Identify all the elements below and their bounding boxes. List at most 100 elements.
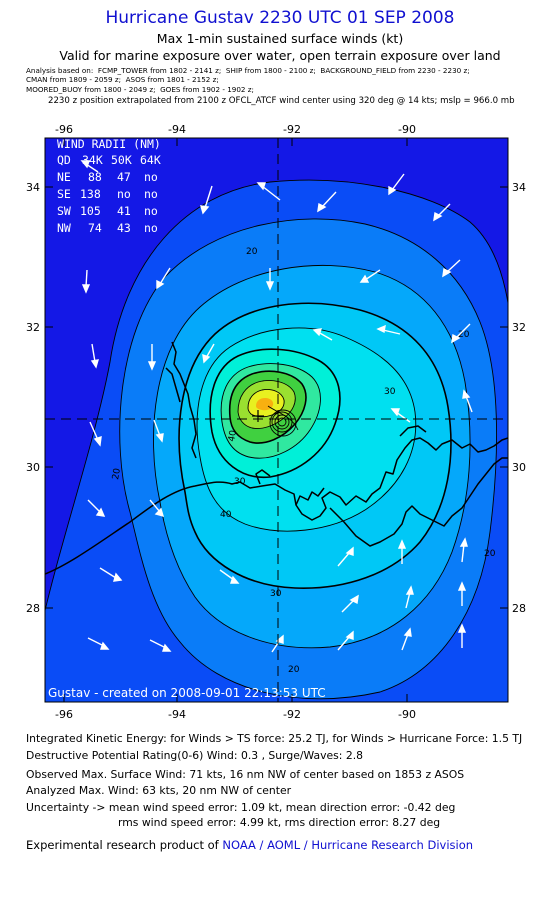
analysis-sources: Analysis based on: FCMP_TOWER from 1802 …: [26, 66, 470, 94]
wind-radii-cell: 74: [88, 221, 102, 235]
contour-label: 40: [220, 510, 232, 520]
wind-radii-cell: NW: [57, 221, 71, 235]
lat-label-left-30: 30: [26, 461, 40, 474]
wind-arrow: [147, 344, 157, 371]
position-note: 2230 z position extrapolated from 2100 z…: [48, 96, 515, 106]
contour-label: 20: [458, 330, 470, 340]
lon-label-top-92: -92: [283, 123, 301, 136]
wind-arrow: [89, 421, 102, 447]
wind-radii-cell: no: [144, 204, 158, 218]
subtitle-units: Max 1-min sustained surface winds (kt): [156, 31, 404, 46]
contour-label: 20: [246, 247, 258, 257]
credit-prefix: Experimental research product of: [26, 838, 219, 852]
wind-arrow: [442, 259, 461, 278]
created-stamp: Gustav - created on 2008-09-01 22:13:53 …: [48, 686, 326, 700]
lat-label-left-28: 28: [26, 602, 40, 615]
lat-label-right-32: 32: [512, 321, 526, 334]
wind-arrow: [433, 203, 451, 222]
wind-radii-cell: no: [117, 187, 131, 201]
wind-field-map: -96 -94 -92 -90 -96 -94 -92 -90 34 32 30…: [26, 123, 526, 721]
ike-line: Integrated Kinetic Energy: for Winds > T…: [26, 732, 523, 745]
uncertainty-line-2: rms wind speed error: 4.99 kt, rms direc…: [118, 816, 441, 829]
wind-arrow: [337, 546, 354, 567]
wind-radii-header: QD: [57, 153, 71, 167]
coastline: [45, 341, 508, 575]
wind-arrow: [405, 585, 414, 609]
lon-label-bottom-90: -90: [398, 708, 416, 721]
wind-arrow: [219, 569, 240, 584]
observed-max-line: Observed Max. Surface Wind: 71 kts, 16 n…: [26, 768, 465, 781]
lon-label-top-96: -96: [55, 123, 73, 136]
wind-arrow: [149, 639, 172, 652]
lon-label-bottom-92: -92: [283, 708, 301, 721]
wind-arrow: [337, 630, 354, 651]
dpr-line: Destructive Potential Rating(0-6) Wind: …: [26, 749, 364, 762]
storm-center-icon: [252, 410, 264, 422]
contour-label: 30: [270, 589, 282, 599]
lon-label-top-90: -90: [398, 123, 416, 136]
wind-radii-cell: 47: [117, 170, 131, 184]
wind-arrow: [80, 160, 99, 173]
wind-arrow: [359, 269, 381, 283]
wind-arrow: [149, 499, 165, 518]
lon-label-bottom-96: -96: [55, 708, 73, 721]
lat-label-right-28: 28: [512, 602, 526, 615]
wind-arrow: [388, 173, 405, 196]
wind-arrow: [200, 185, 213, 215]
analysis-line-1: Analysis based on: FCMP_TOWER from 1802 …: [26, 66, 470, 75]
wind-radii-title: WIND RADII (NM): [57, 137, 161, 151]
wind-radii-cell: NE: [57, 170, 71, 184]
wind-radii-cell: no: [144, 221, 158, 235]
wind-arrow: [451, 323, 471, 344]
contour-label: 30: [384, 387, 396, 397]
wind-arrow: [81, 269, 91, 294]
wind-radii-cell: 88: [88, 170, 102, 184]
analysis-line-3: MOORED_BUOY from 1800 - 2049 z; GOES fro…: [26, 84, 254, 94]
page-title: Hurricane Gustav 2230 UTC 01 SEP 2008: [105, 8, 455, 28]
lon-label-top-94: -94: [168, 123, 186, 136]
wind-arrow: [156, 267, 171, 290]
wind-arrow: [256, 182, 281, 201]
wind-arrow: [376, 324, 401, 335]
wind-arrow: [87, 637, 110, 650]
contour-label: 20: [484, 549, 496, 559]
lat-label-right-34: 34: [512, 181, 526, 194]
wind-arrow: [153, 419, 164, 443]
wind-arrow: [397, 539, 407, 564]
wind-vectors: [80, 160, 473, 653]
wind-arrow: [99, 567, 123, 582]
wind-radii-cell: 138: [80, 187, 101, 201]
wind-radii-header: 64K: [140, 153, 161, 167]
wind-radii-cell: no: [144, 170, 158, 184]
wind-arrow: [312, 328, 333, 341]
wind-arrow: [90, 343, 99, 369]
contour-label: 20: [111, 467, 123, 480]
contour-label: 20: [288, 665, 300, 675]
map-frame: [44, 137, 509, 703]
wind-arrow: [87, 499, 106, 517]
contour-label: 40: [227, 429, 239, 442]
hrd-link[interactable]: NOAA / AOML / Hurricane Research Divisio…: [222, 838, 474, 852]
wind-arrow: [401, 627, 412, 651]
wind-arrow: [462, 389, 473, 413]
wind-radii-cell: 41: [117, 204, 131, 218]
lat-label-left-32: 32: [26, 321, 40, 334]
wind-radii-cell: SW: [57, 204, 71, 218]
wind-radii-cell: 43: [117, 221, 131, 235]
wind-arrow: [341, 594, 359, 613]
credit-line: Experimental research product of NOAA / …: [26, 838, 473, 852]
analyzed-max-line: Analyzed Max. Wind: 63 kts, 20 nm NW of …: [26, 784, 292, 797]
uncertainty-line-1: Uncertainty -> mean wind speed error: 1.…: [26, 801, 456, 814]
wind-radii-header: 50K: [111, 153, 132, 167]
lat-label-right-30: 30: [512, 461, 526, 474]
wind-arrow: [457, 581, 467, 606]
wind-radii-header: 34K: [82, 153, 103, 167]
wind-radii-table: WIND RADII (NM) QD 34K 50K 64K NE 88 47 …: [57, 137, 161, 235]
wind-arrow: [265, 268, 275, 291]
wind-arrow: [457, 623, 467, 648]
lat-label-left-34: 34: [26, 181, 40, 194]
analysis-line-2: CMAN from 1809 - 2059 z; ASOS from 1801 …: [26, 75, 219, 85]
wind-arrow: [317, 191, 337, 213]
wind-arrow: [459, 537, 468, 563]
wind-arrow: [390, 408, 411, 423]
